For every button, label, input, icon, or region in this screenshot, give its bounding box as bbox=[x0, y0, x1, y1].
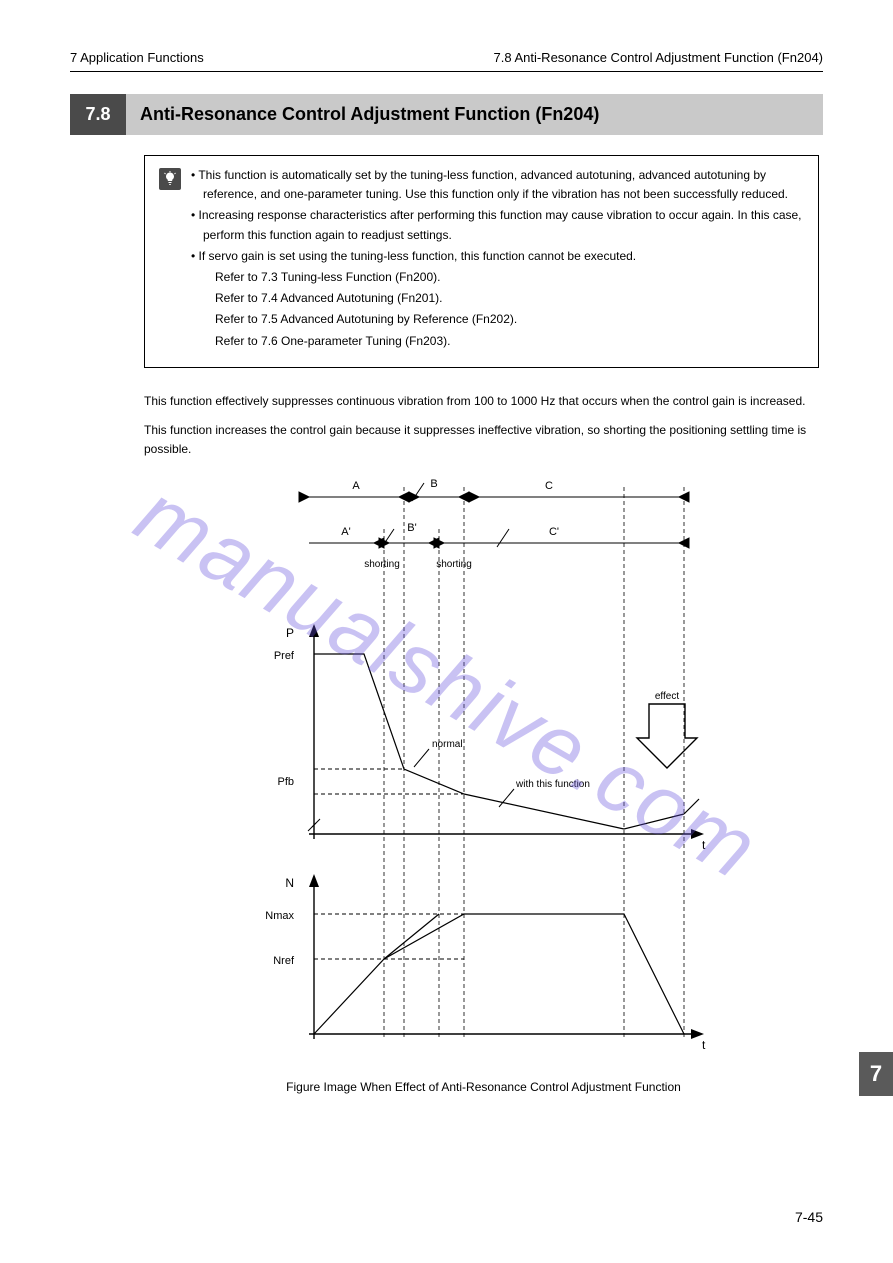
body-paragraph: This function effectively suppresses con… bbox=[144, 392, 823, 411]
vertical-guides bbox=[384, 487, 684, 1039]
body-content: This function effectively suppresses con… bbox=[144, 392, 823, 1095]
y-label: Pfb bbox=[277, 776, 294, 788]
tip-bullet: Increasing response characteristics afte… bbox=[191, 206, 804, 244]
tip-reference: Refer to 7.4 Advanced Autotuning (Fn201)… bbox=[191, 289, 804, 308]
chapter-tab-label: 7 bbox=[870, 1061, 882, 1087]
span-label: A bbox=[352, 480, 360, 492]
chart-speed: Nmax Nref N t bbox=[265, 874, 706, 1052]
span-row-2: A' B' C' shorting shorting bbox=[309, 522, 689, 570]
lightbulb-icon bbox=[159, 168, 181, 190]
header-section: 7.8 Anti-Resonance Control Adjustment Fu… bbox=[493, 50, 823, 65]
tip-body: This function is automatically set by th… bbox=[191, 166, 804, 353]
tip-bullet: If servo gain is set using the tuning-le… bbox=[191, 247, 804, 266]
axis-label: t bbox=[702, 1038, 706, 1052]
chapter-tab: 7 bbox=[859, 1052, 893, 1096]
axis-label: P bbox=[285, 626, 293, 640]
tip-reference: Refer to 7.3 Tuning-less Function (Fn200… bbox=[191, 268, 804, 287]
tip-reference: Refer to 7.6 One-parameter Tuning (Fn203… bbox=[191, 332, 804, 351]
span-label: B bbox=[430, 478, 437, 490]
y-label: Nref bbox=[273, 955, 295, 967]
annotation: with this function bbox=[515, 779, 590, 790]
span-label: C' bbox=[548, 526, 558, 538]
section-title: Anti-Resonance Control Adjustment Functi… bbox=[126, 94, 823, 135]
lightbulb-icon-svg bbox=[162, 171, 178, 187]
tip-reference: Refer to 7.5 Advanced Autotuning by Refe… bbox=[191, 310, 804, 329]
tip-list: This function is automatically set by th… bbox=[191, 166, 804, 266]
page-header: 7 Application Functions 7.8 Anti-Resonan… bbox=[70, 50, 823, 72]
page: 7 Application Functions 7.8 Anti-Resonan… bbox=[0, 0, 893, 1134]
y-label: Pref bbox=[273, 650, 294, 662]
timing-diagram-svg: A B C A' B' bbox=[254, 469, 714, 1069]
arrow-label: effect bbox=[654, 691, 678, 702]
axis-label: N bbox=[285, 876, 294, 890]
figure-caption: Figure Image When Effect of Anti-Resonan… bbox=[144, 1080, 823, 1094]
span-label: A' bbox=[341, 526, 350, 538]
body-paragraph: This function increases the control gain… bbox=[144, 421, 823, 459]
span-row-1: A B C bbox=[299, 478, 689, 502]
header-chapter: 7 Application Functions bbox=[70, 50, 204, 65]
effect-arrow: effect bbox=[637, 691, 697, 768]
tip-box: This function is automatically set by th… bbox=[144, 155, 819, 368]
section-heading-bar: 7.8 Anti-Resonance Control Adjustment Fu… bbox=[70, 94, 823, 135]
section-number: 7.8 bbox=[70, 94, 126, 135]
axis-label: t bbox=[702, 838, 706, 852]
span-sub-label: shorting bbox=[436, 559, 472, 570]
annotation: normal bbox=[432, 739, 463, 750]
span-label: C bbox=[545, 480, 553, 492]
tip-bullet: This function is automatically set by th… bbox=[191, 166, 804, 204]
diagram: A B C A' B' bbox=[144, 469, 823, 1094]
page-number: 7-45 bbox=[795, 1209, 823, 1225]
y-label: Nmax bbox=[265, 910, 294, 922]
span-label: B' bbox=[407, 522, 416, 534]
span-sub-label: shorting bbox=[364, 559, 400, 570]
